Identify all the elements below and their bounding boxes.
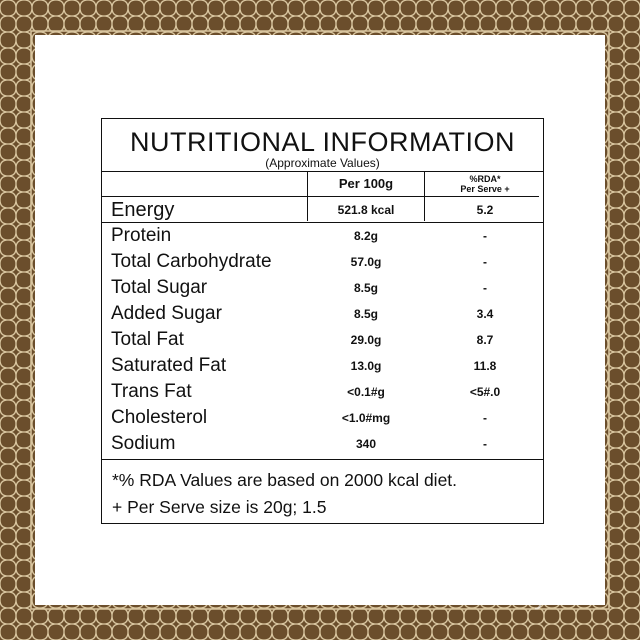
nutrient-name: Energy (111, 199, 175, 221)
footnote-rda: *% RDA Values are based on 2000 kcal die… (112, 470, 458, 490)
nutrient-rda: - (483, 255, 487, 269)
header-rda-line1: %RDA* (469, 174, 501, 184)
nutrient-value: 8.5g (353, 307, 378, 321)
table-row: Sodium 340 - (102, 431, 543, 457)
table-row: Total Fat 29.0g 8.7 (102, 327, 543, 353)
nutrient-rda: - (483, 437, 487, 451)
energy-row: Energy 521.8 kcal 5.2 (102, 197, 543, 223)
table-subtitle: (Approximate Values) (265, 156, 380, 170)
footnote-serve-size: + Per Serve size is 20g; 1.5 (112, 497, 327, 517)
watermark: ChattyBa (472, 580, 579, 610)
nutrient-value: <1.0#mg (341, 411, 391, 425)
table-row: Saturated Fat 13.0g 11.8 (102, 353, 543, 379)
nutrient-value: 13.0g (350, 359, 382, 373)
divider (102, 222, 543, 223)
header-rda-line2: Per Serve + (460, 184, 510, 194)
table-row: Total Sugar 8.5g - (102, 275, 543, 301)
nutrient-rda: - (483, 411, 487, 425)
nutrient-name: Total Fat (111, 329, 184, 350)
nutrient-rda: - (483, 281, 487, 295)
divider (102, 459, 543, 460)
nutrient-name: Sodium (111, 433, 176, 454)
nutrient-rda: 11.8 (473, 359, 497, 373)
table-row: Trans Fat <0.1#g <5#.0 (102, 379, 543, 405)
table-row: Cholesterol <1.0#mg - (102, 405, 543, 431)
nutrient-value: 8.5g (353, 281, 378, 295)
header-per-100g: Per 100g (338, 176, 394, 191)
nutrient-name: Cholesterol (111, 407, 208, 428)
divider (102, 196, 539, 197)
nutrient-name: Total Sugar (111, 277, 208, 298)
table-row: Total Carbohydrate 57.0g - (102, 249, 543, 275)
label-background (35, 35, 605, 605)
table-title: NUTRITIONAL INFORMATION (130, 127, 515, 157)
nutrient-value: 340 (355, 437, 377, 451)
nutrition-table: NUTRITIONAL INFORMATION (Approximate Val… (101, 118, 544, 524)
nutrient-rda: 8.7 (476, 333, 494, 347)
nutrient-value: 521.8 kcal (337, 203, 395, 217)
nutrient-rda: 3.4 (476, 307, 494, 321)
nutrient-rda: 5.2 (476, 203, 494, 217)
nutrient-value: 8.2g (353, 229, 378, 243)
nutrient-value: 57.0g (350, 255, 382, 269)
footnotes: *% RDA Values are based on 2000 kcal die… (112, 467, 457, 521)
nutrient-name: Added Sugar (111, 303, 222, 324)
nutrient-name: Total Carbohydrate (111, 251, 272, 272)
nutrient-name: Protein (111, 225, 172, 246)
nutrient-value: <0.1#g (347, 385, 385, 399)
nutrient-value: 29.0g (350, 333, 382, 347)
nutrient-rda: - (483, 229, 487, 243)
table-row: Added Sugar 8.5g 3.4 (102, 301, 543, 327)
nutrient-name: Trans Fat (111, 381, 192, 402)
nutrient-name: Saturated Fat (111, 355, 227, 376)
divider (102, 171, 543, 172)
table-row: Protein 8.2g - (102, 223, 543, 249)
nutrient-rda: <5#.0 (469, 385, 501, 399)
